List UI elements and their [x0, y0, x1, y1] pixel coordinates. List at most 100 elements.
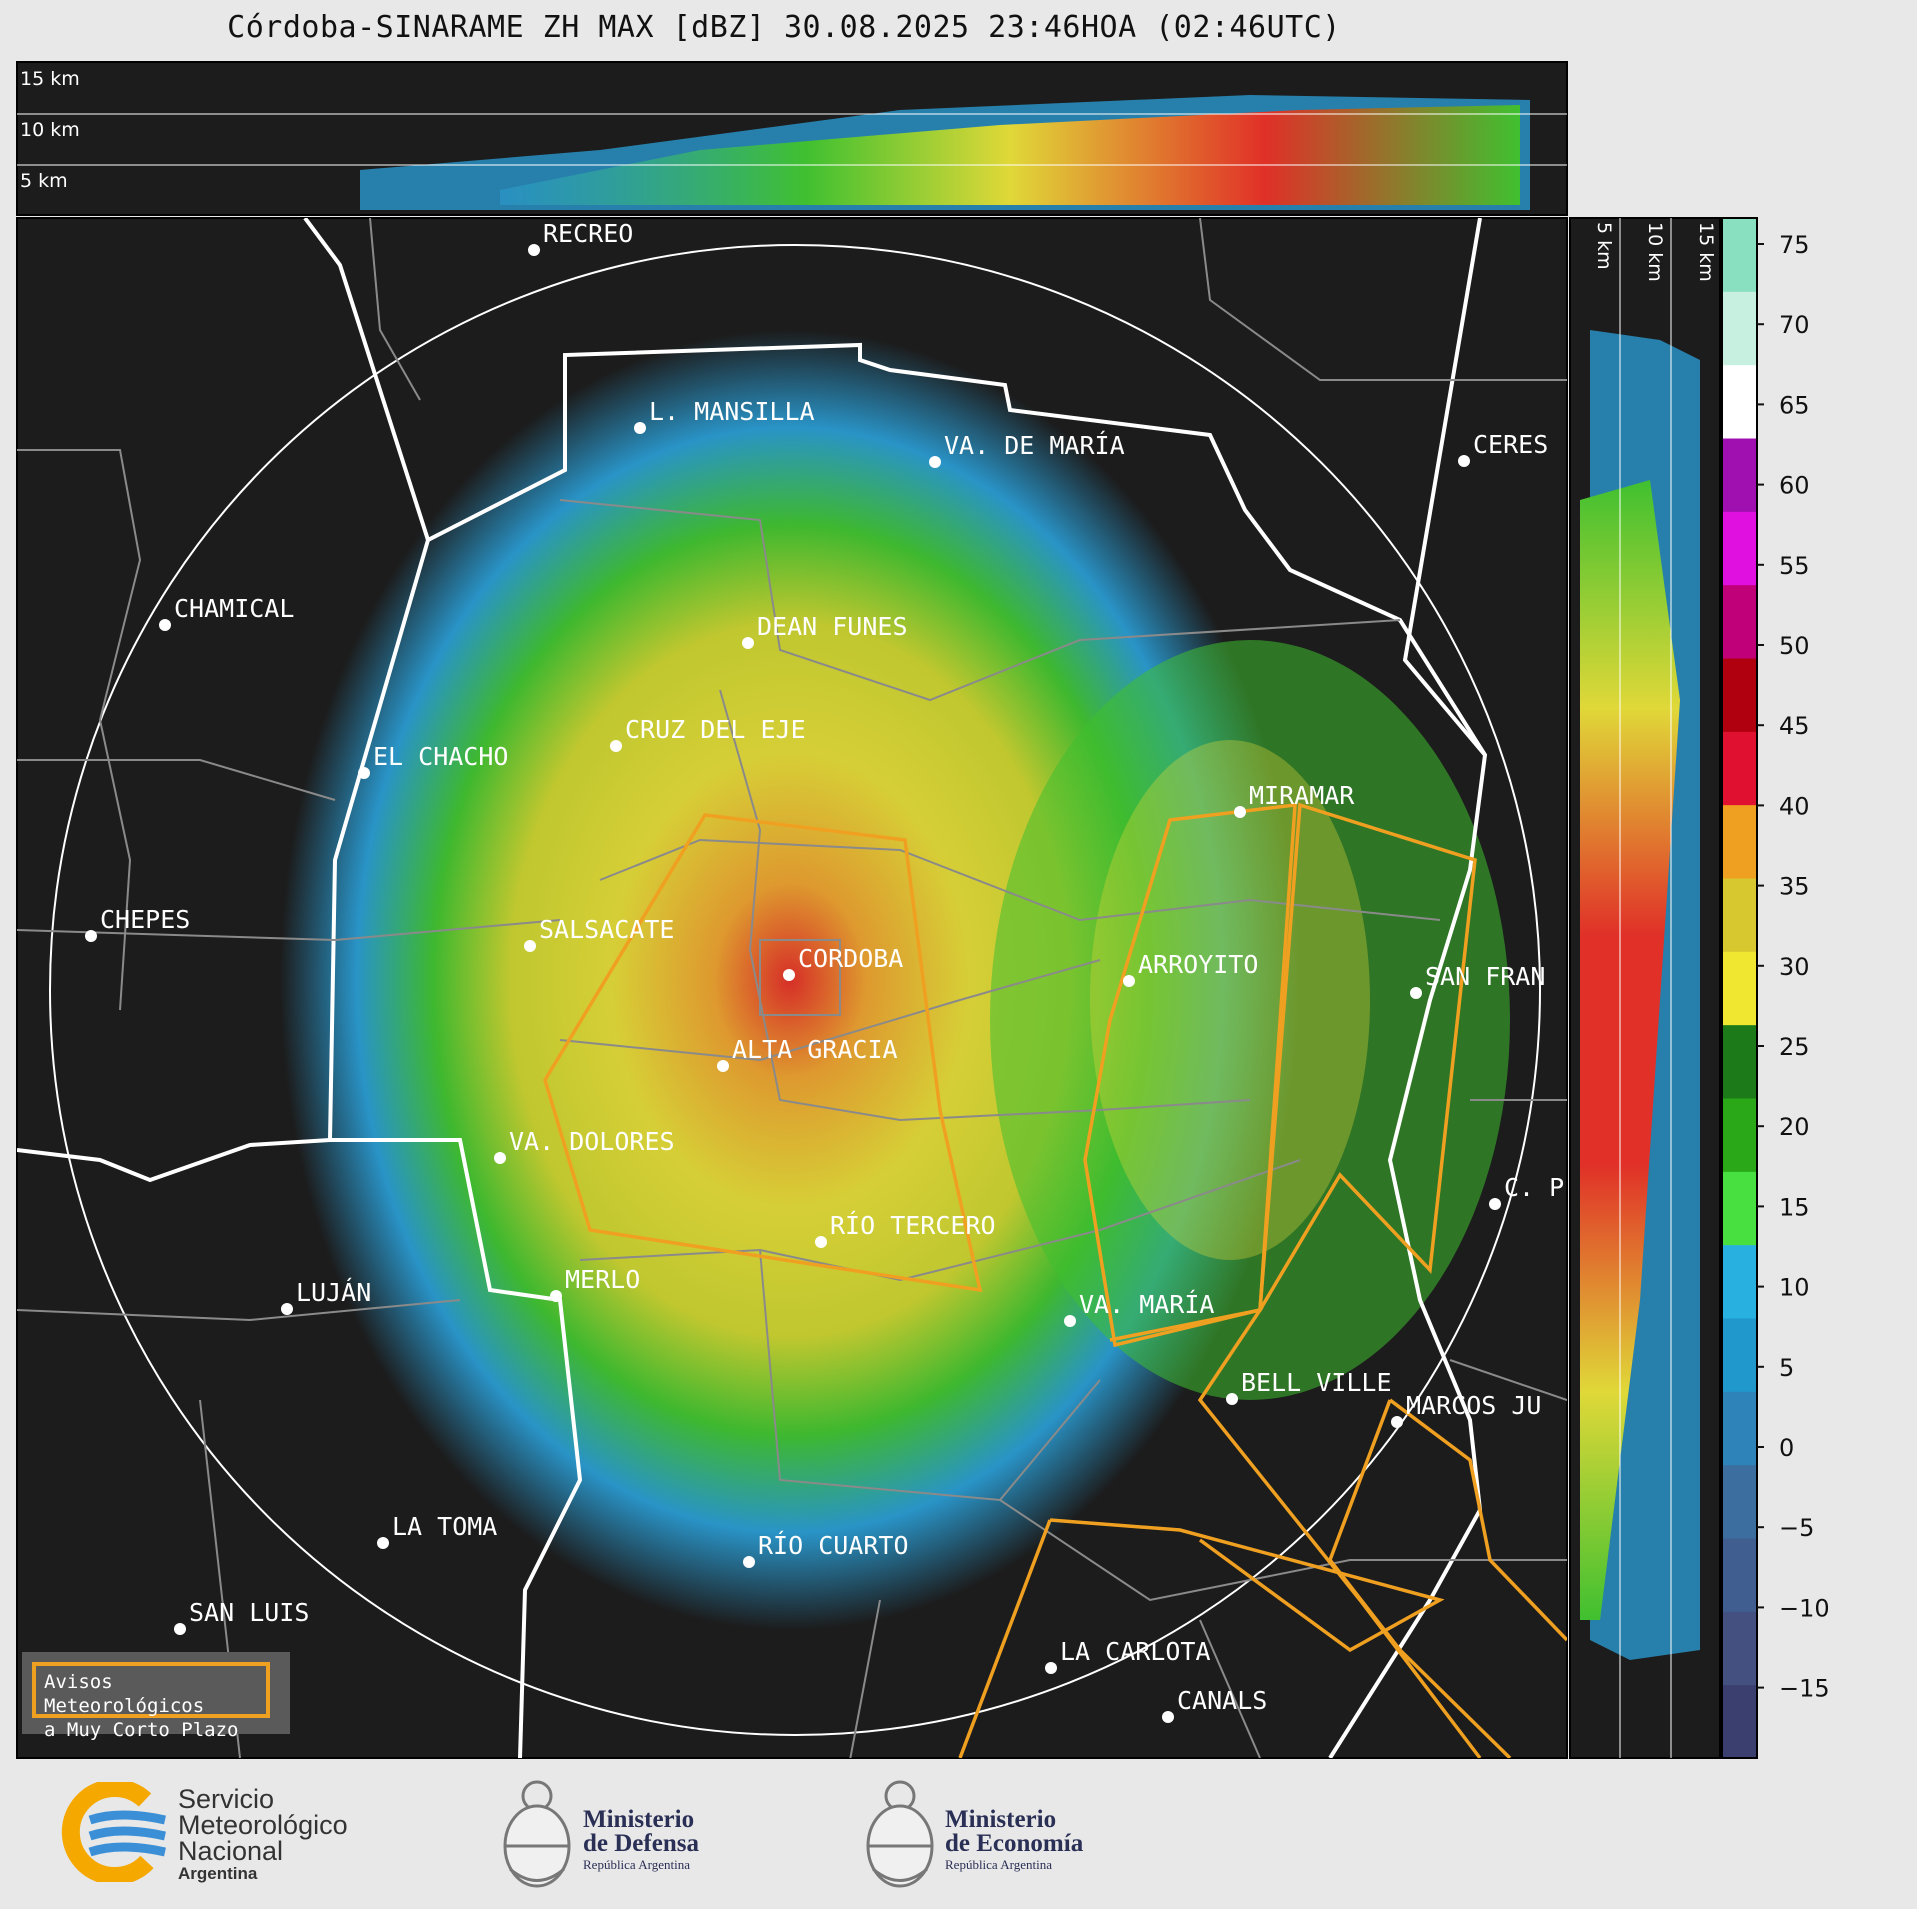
- city-dot: [1162, 1711, 1174, 1723]
- warnings-legend: Avisos Meteorológicos a Muy Corto Plazo: [22, 1652, 290, 1741]
- city-dot: [1234, 806, 1246, 818]
- colorbar-tick-label: 10: [1779, 1274, 1810, 1302]
- city-la-carlota: LA CARLOTA: [1045, 1637, 1211, 1674]
- city-dot: [1226, 1393, 1238, 1405]
- city-salsacate: SALSACATE: [524, 915, 674, 952]
- top-label-15km: 15 km: [20, 68, 80, 90]
- defensa-line-1: Ministerio: [583, 1806, 695, 1833]
- city-label: SAN LUIS: [189, 1598, 309, 1627]
- city-label: RECREO: [543, 219, 633, 248]
- city-va-dolores: VA. DOLORES: [494, 1127, 675, 1164]
- city-label: MERLO: [565, 1265, 640, 1294]
- colorbar-tick-label: 75: [1779, 231, 1810, 259]
- city-dot: [1489, 1198, 1501, 1210]
- city-label: SAN FRAN: [1425, 962, 1545, 991]
- city-dot: [550, 1290, 562, 1302]
- city-recreo: RECREO: [528, 219, 633, 256]
- city-dot: [1391, 1416, 1403, 1428]
- city-label: CRUZ DEL EJE: [625, 715, 806, 744]
- smn-line-3: Nacional: [178, 1836, 284, 1866]
- city-label: CANALS: [1177, 1686, 1267, 1715]
- colorbar-segment: [1722, 291, 1757, 366]
- colorbar-tick-label: −15: [1779, 1675, 1830, 1703]
- city-dot: [1123, 975, 1135, 987]
- city-label: ALTA GRACIA: [732, 1035, 898, 1064]
- city-label: EL CHACHO: [373, 742, 508, 771]
- city-dot: [717, 1060, 729, 1072]
- colorbar-segment: [1722, 804, 1757, 879]
- city-dot: [815, 1236, 827, 1248]
- colorbar-segment: [1722, 1098, 1757, 1172]
- city-bell-ville: BELL VILLE: [1226, 1368, 1392, 1405]
- city-alta-gracia: ALTA GRACIA: [717, 1035, 898, 1072]
- city-canals: CANALS: [1162, 1686, 1267, 1723]
- city-label: CHAMICAL: [174, 594, 294, 623]
- radar-map[interactable]: [16, 217, 1568, 1760]
- colorbar-segment: [1722, 1611, 1757, 1686]
- city-label: VA. MARÍA: [1079, 1290, 1214, 1319]
- city-el-chacho: EL CHACHO: [358, 742, 508, 779]
- argentina-shield-icon: [503, 1780, 571, 1888]
- city-la-toma: LA TOMA: [377, 1512, 497, 1549]
- colorbar-tick-label: 55: [1779, 552, 1810, 580]
- economia-line-3: República Argentina: [945, 1857, 1052, 1872]
- smn-line-1: Servicio: [178, 1784, 275, 1814]
- city-dot: [358, 767, 370, 779]
- city-label: SALSACATE: [539, 915, 674, 944]
- colorbar-segment: [1722, 1318, 1757, 1392]
- city-label: VA. DOLORES: [509, 1127, 675, 1156]
- colorbar-tick-label: 65: [1779, 391, 1810, 419]
- city-r-o-cuarto: RÍO CUARTO: [743, 1531, 909, 1568]
- city-dot: [174, 1623, 186, 1635]
- city-dot: [1064, 1315, 1076, 1327]
- defensa-line-3: República Argentina: [583, 1857, 690, 1872]
- city-label: VA. DE MARÍA: [944, 431, 1125, 460]
- department-boundaries: [17, 218, 1567, 1758]
- colorbar-segment: [1722, 1684, 1757, 1759]
- city-va-de-mar-a: VA. DE MARÍA: [929, 431, 1125, 468]
- city-dot: [85, 930, 97, 942]
- warning-polygons: [543, 802, 1567, 1758]
- colorbar-segment: [1722, 584, 1757, 659]
- colorbar-segment: [1722, 1024, 1757, 1099]
- colorbar-segment: [1722, 218, 1757, 292]
- colorbar-segment: [1722, 1464, 1757, 1539]
- city-dot: [634, 422, 646, 434]
- city-markers: RECREO L. MANSILLA VA. DE MARÍA CERES CHAMIC…: [85, 219, 1564, 1723]
- province-boundary: [303, 218, 1488, 1758]
- city-l-mansilla: L. MANSILLA: [634, 397, 815, 434]
- side-height-profile: 5 km 10 km 15 km: [1569, 217, 1721, 1759]
- colorbar-segment: [1722, 951, 1757, 1026]
- legend-line-1: Avisos Meteorológicos: [44, 1671, 205, 1717]
- colorbar-tick-label: 30: [1779, 953, 1810, 981]
- city-san-fran: SAN FRAN: [1410, 962, 1545, 999]
- city-label: CORDOBA: [798, 944, 903, 973]
- smn-logo-icon: [61, 1782, 166, 1882]
- colorbar-segment: [1722, 438, 1757, 512]
- city-va-mar-a: VA. MARÍA: [1064, 1290, 1214, 1327]
- city-dot: [494, 1152, 506, 1164]
- colorbar-tick-label: 35: [1779, 873, 1810, 901]
- colorbar-tick-label: 0: [1779, 1434, 1794, 1462]
- city-arroyito: ARROYITO: [1123, 950, 1258, 987]
- city-dot: [1410, 987, 1422, 999]
- colorbar-segment: [1722, 878, 1757, 952]
- city-label: MIRAMAR: [1249, 781, 1355, 810]
- city-label: MARCOS JU: [1406, 1391, 1541, 1420]
- city-chamical: CHAMICAL: [159, 594, 294, 631]
- colorbar-segment: [1722, 731, 1757, 806]
- legend-line-2: a Muy Corto Plazo: [44, 1719, 239, 1741]
- side-label-15km: 15 km: [1695, 222, 1717, 282]
- economia-logo-text: Ministerio de Economía República Argenti…: [945, 1807, 1083, 1874]
- city-dot: [377, 1537, 389, 1549]
- side-label-10km: 10 km: [1644, 222, 1666, 282]
- city-miramar: MIRAMAR: [1234, 781, 1355, 818]
- city-label: ARROYITO: [1138, 950, 1258, 979]
- top-height-profile: 15 km 10 km 5 km: [16, 61, 1568, 216]
- colorbar-tick-label: 60: [1779, 472, 1810, 500]
- smn-logo-text: Servicio Meteorológico Nacional Argentin…: [178, 1786, 348, 1884]
- warnings-legend-frame: Avisos Meteorológicos a Muy Corto Plazo: [32, 1662, 270, 1741]
- city-dot: [929, 456, 941, 468]
- smn-line-2: Meteorológico: [178, 1810, 348, 1840]
